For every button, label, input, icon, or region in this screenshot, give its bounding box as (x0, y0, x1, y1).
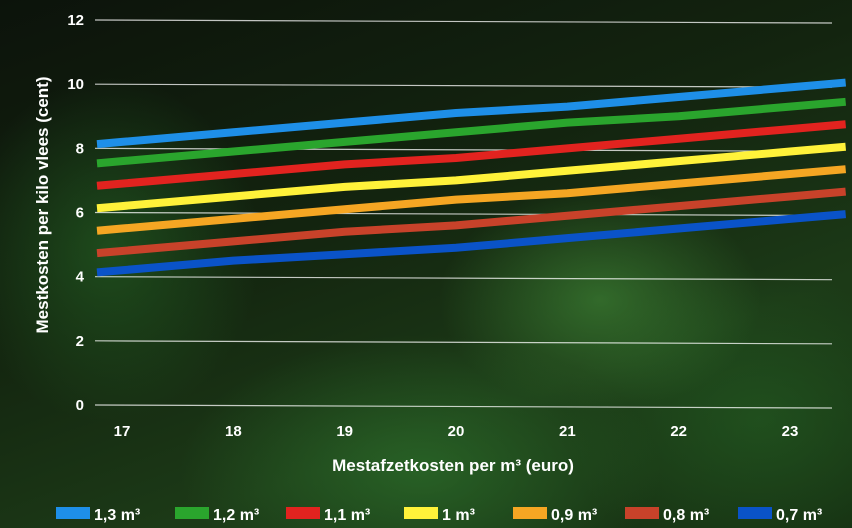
x-tick-label: 21 (559, 423, 576, 440)
x-tick-label: 22 (670, 423, 687, 440)
legend-item: 1 m³ (404, 507, 475, 524)
y-tick-label: 4 (76, 269, 85, 286)
gridline-y (94, 147, 833, 152)
series-line-2 (96, 97, 847, 168)
y-tick-label: 2 (76, 333, 84, 350)
x-axis-label: Mestafzetkosten per m³ (euro) (332, 456, 574, 475)
legend-item: 0,9 m³ (513, 507, 597, 524)
y-tick-label: 8 (76, 140, 84, 157)
x-tick-label: 17 (114, 423, 131, 440)
legend-label: 1,3 m³ (94, 507, 140, 524)
grid-layer (94, 19, 833, 409)
legend-label: 0,8 m³ (663, 507, 709, 524)
gridline-y (94, 211, 833, 217)
gridline-y (94, 404, 833, 409)
legend-item: 1,2 m³ (175, 507, 259, 524)
series-line-7 (96, 210, 847, 277)
legend-label: 1,1 m³ (324, 507, 370, 524)
y-tick-labels: 0 2 4 6 8 10 12 (67, 12, 84, 414)
legend-swatch (738, 507, 772, 519)
series-lines (96, 78, 847, 277)
x-tick-labels: 17 18 19 20 21 22 23 (114, 423, 799, 440)
legend-swatch (625, 507, 659, 519)
y-axis-label: Mestkosten per kilo vlees (cent) (33, 77, 52, 334)
legend: 1,3 m³ 1,2 m³ 1,1 m³ 1 m³ 0,9 m³ 0,8 m³ 0,7 m³ (56, 507, 822, 524)
legend-item: 0,7 m³ (738, 507, 822, 524)
gridline-y (94, 19, 833, 24)
x-tick-label: 18 (225, 423, 242, 440)
legend-label: 1 m³ (442, 507, 475, 524)
series-line-5 (96, 165, 847, 235)
legend-label: 0,9 m³ (551, 507, 597, 524)
gridline-y (94, 340, 833, 345)
series-line-6 (96, 187, 847, 258)
y-tick-label: 12 (67, 12, 84, 29)
gridline-y (94, 276, 833, 281)
y-tick-label: 6 (76, 205, 84, 222)
legend-swatch (404, 507, 438, 519)
legend-label: 1,2 m³ (213, 507, 259, 524)
y-tick-label: 10 (67, 76, 84, 93)
legend-label: 0,7 m³ (776, 507, 822, 524)
series-line-1 (96, 78, 847, 149)
legend-swatch (286, 507, 320, 519)
legend-item: 0,8 m³ (625, 507, 709, 524)
legend-swatch (513, 507, 547, 519)
x-tick-label: 20 (448, 423, 465, 440)
series-line-4 (96, 142, 847, 213)
legend-item: 1,1 m³ (286, 507, 370, 524)
legend-swatch (175, 507, 209, 519)
x-tick-label: 23 (782, 423, 799, 440)
gridline-y (94, 83, 833, 88)
legend-item: 1,3 m³ (56, 507, 140, 524)
legend-swatch (56, 507, 90, 519)
y-tick-label: 0 (76, 397, 84, 414)
series-line-3 (96, 120, 847, 190)
x-tick-label: 19 (336, 423, 353, 440)
